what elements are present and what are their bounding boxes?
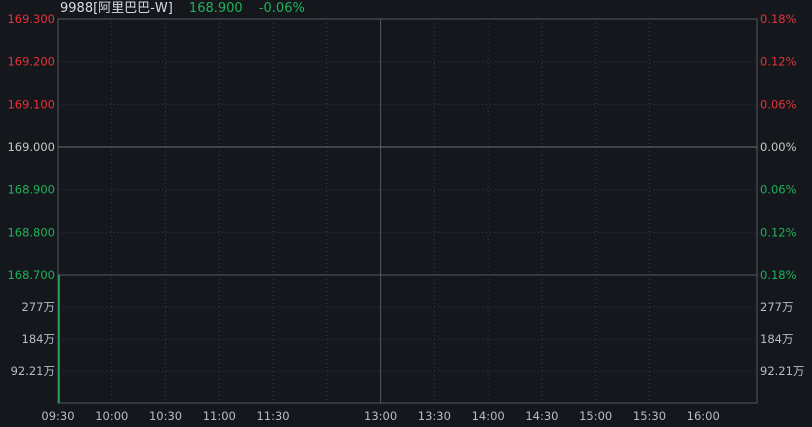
- volume-tick-label: 184万: [22, 332, 55, 346]
- x-tick-label: 13:00: [364, 409, 397, 423]
- volume-tick-label-right: 184万: [760, 332, 793, 346]
- current-price: 168.900: [188, 1, 243, 16]
- volume-tick-label-right: 277万: [760, 300, 793, 314]
- price-tick-label: 169.200: [7, 55, 55, 69]
- price-tick-label: 168.800: [7, 225, 55, 239]
- percent-tick-label: 0.00%: [760, 140, 797, 154]
- percent-tick-label: 0.12%: [760, 55, 797, 69]
- x-tick-label: 10:30: [149, 409, 182, 423]
- x-tick-label: 15:30: [633, 409, 666, 423]
- price-tick-label: 168.700: [7, 268, 55, 282]
- price-tick-label: 169.100: [7, 97, 55, 111]
- volume-tick-label-right: 92.21万: [760, 364, 804, 378]
- volume-tick-label: 277万: [22, 300, 55, 314]
- x-tick-label: 14:00: [472, 409, 505, 423]
- x-tick-label: 13:30: [418, 409, 451, 423]
- price-tick-label: 168.900: [7, 183, 55, 197]
- x-tick-label: 11:00: [203, 409, 236, 423]
- percent-tick-label: 0.12%: [760, 225, 797, 239]
- chart-header: 9988[阿里巴巴-W] 168.900 -0.06%: [60, 0, 317, 18]
- x-tick-label: 10:00: [95, 409, 128, 423]
- x-tick-label: 11:30: [256, 409, 289, 423]
- percent-tick-label: 0.06%: [760, 183, 797, 197]
- volume-tick-label: 92.21万: [11, 364, 55, 378]
- price-tick-label: 169.000: [7, 140, 55, 154]
- price-tick-label: 169.300: [7, 12, 55, 26]
- stock-symbol: 9988[阿里巴巴-W]: [60, 1, 173, 16]
- x-tick-label: 15:00: [579, 409, 612, 423]
- x-tick-label: 14:30: [525, 409, 558, 423]
- percent-tick-label: 0.06%: [760, 97, 797, 111]
- percent-tick-label: 0.18%: [760, 12, 797, 26]
- percent-tick-label: 0.18%: [760, 268, 797, 282]
- x-tick-label: 16:00: [687, 409, 720, 423]
- x-tick-label: 09:30: [41, 409, 74, 423]
- plot-frame: [57, 18, 758, 404]
- change-percent: -0.06%: [258, 1, 305, 16]
